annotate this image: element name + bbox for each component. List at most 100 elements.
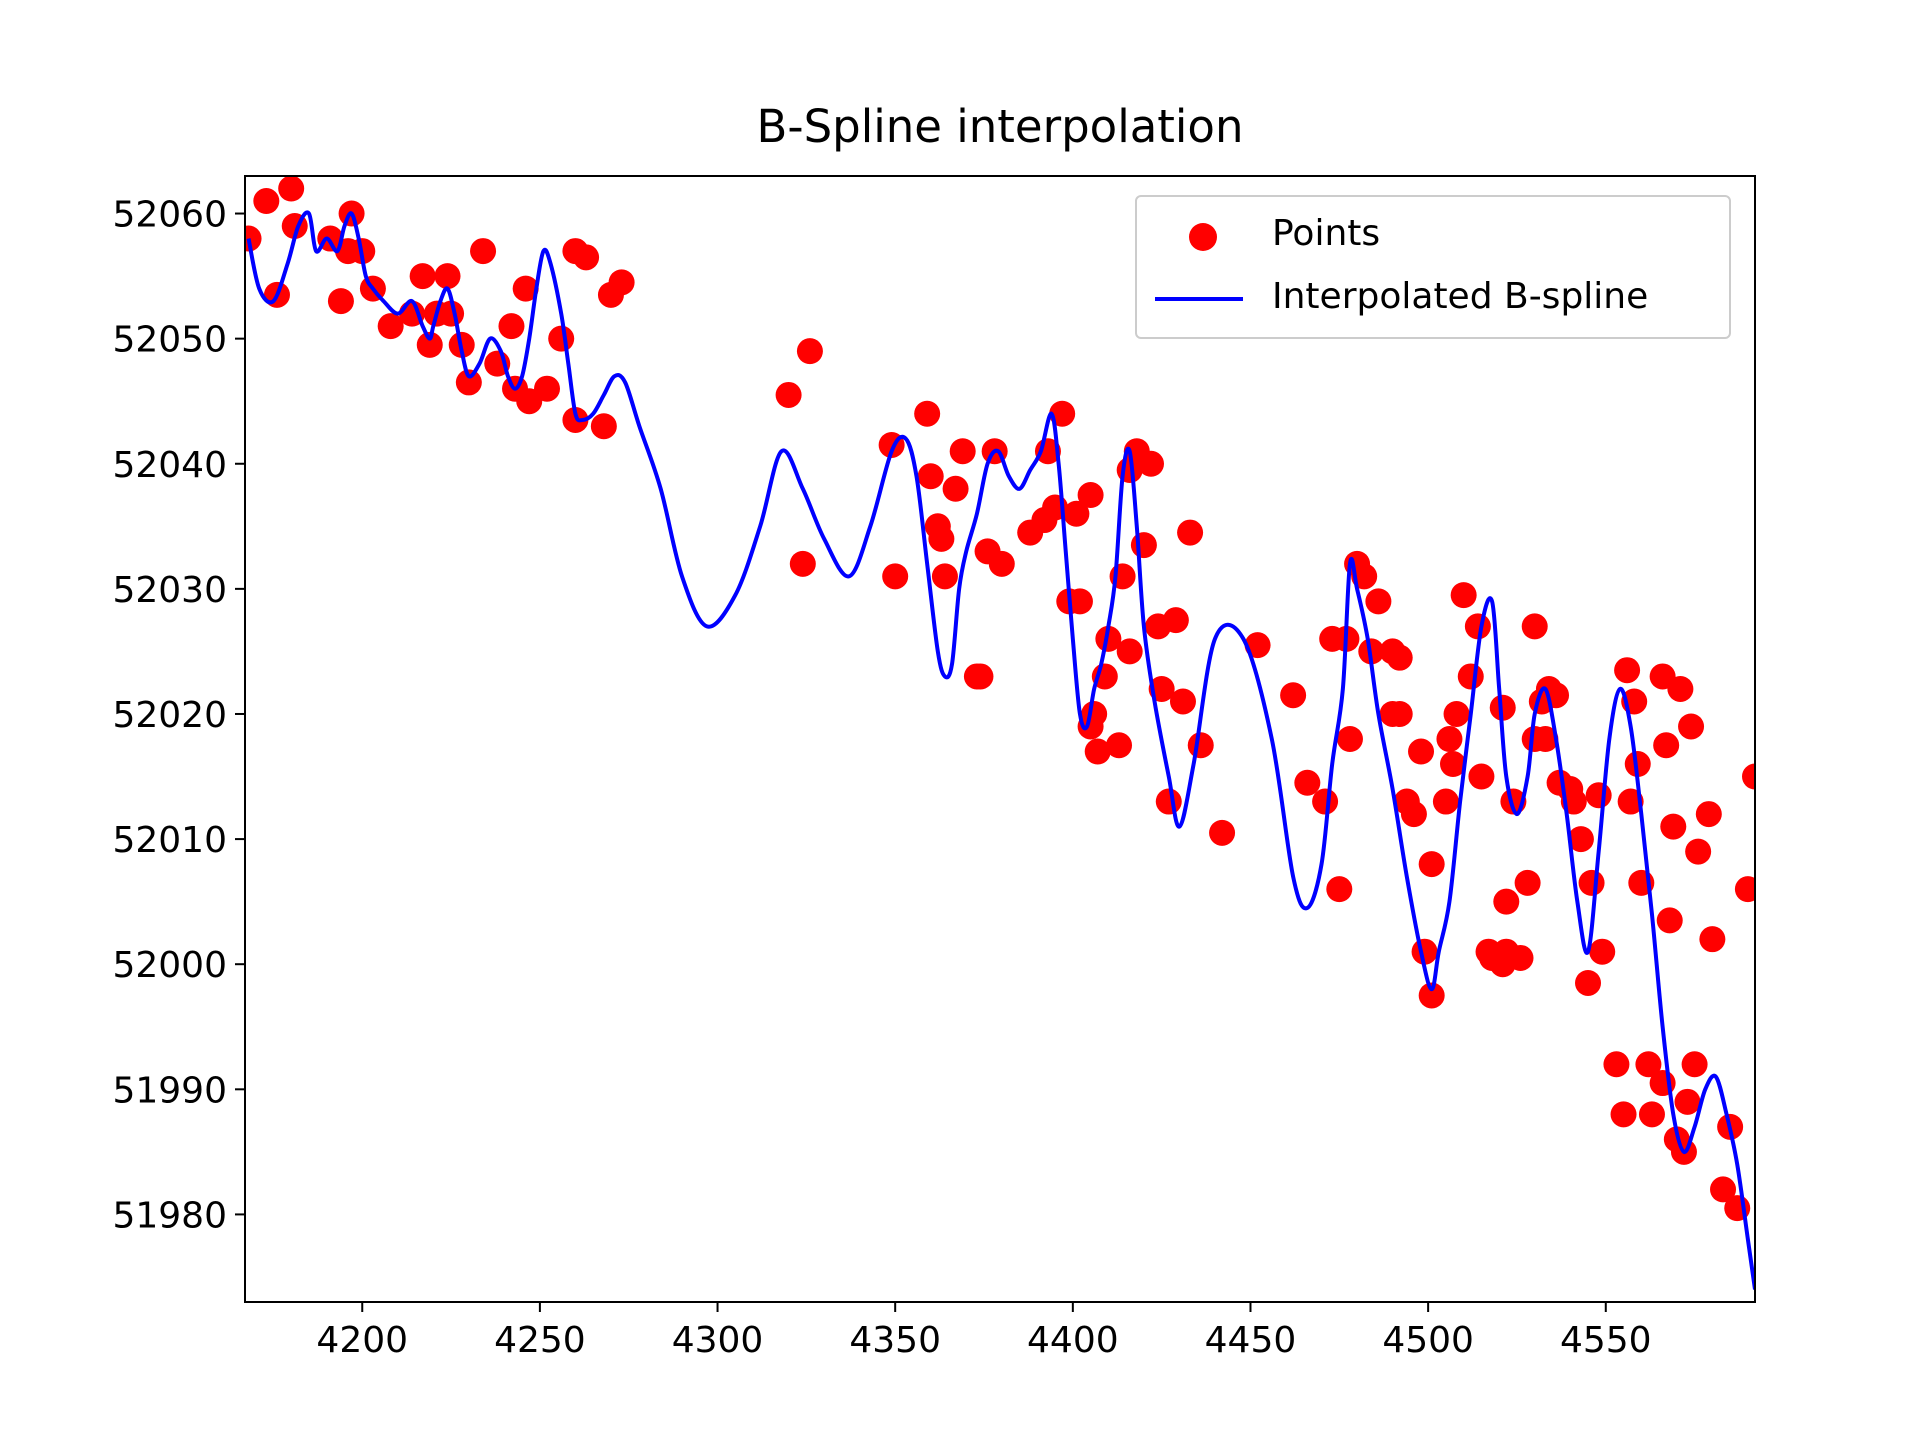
plot-marks: [245, 176, 1755, 1290]
x-tick-label: 4450: [1205, 1320, 1297, 1361]
data-point: [1436, 726, 1463, 752]
data-point: [1624, 751, 1651, 778]
data-point: [1653, 732, 1680, 759]
data-point: [1521, 613, 1548, 640]
data-point: [1678, 713, 1705, 740]
y-tick-label: 52060: [112, 195, 227, 236]
data-point: [914, 400, 941, 427]
data-point: [409, 263, 436, 290]
legend: Points Interpolated B-spline: [1135, 195, 1731, 339]
data-point: [1457, 663, 1484, 690]
axes: 4200 4250 4300 4350 4400 4450 4500 4550 51980 519…: [112, 175, 1756, 1361]
data-point: [1400, 801, 1427, 828]
data-point: [1734, 876, 1755, 903]
data-point: [1209, 819, 1236, 846]
data-point: [1507, 944, 1534, 971]
data-point: [917, 463, 944, 490]
x-tick-label: 4550: [1560, 1320, 1652, 1361]
data-point: [1685, 838, 1712, 865]
plot-area: [245, 176, 1755, 1290]
data-point: [1681, 1051, 1708, 1078]
spline-line: [246, 210, 1755, 1290]
y-tick-label: 52030: [112, 570, 227, 611]
data-point: [1578, 869, 1605, 896]
data-point: [1440, 751, 1466, 778]
data-point: [1326, 876, 1353, 903]
data-point: [1162, 607, 1189, 634]
data-point: [1187, 732, 1214, 759]
data-point: [455, 369, 482, 396]
data-point: [1066, 588, 1093, 615]
data-point: [928, 525, 955, 552]
data-point: [1614, 657, 1641, 684]
data-point: [1386, 700, 1413, 727]
legend-marker-points: [1189, 223, 1217, 251]
data-point: [1514, 869, 1541, 896]
data-point: [253, 188, 280, 215]
x-tick-label: 4250: [494, 1320, 586, 1361]
legend-item-spline: Interpolated B-spline: [1137, 272, 1729, 322]
data-point: [1155, 788, 1182, 815]
data-point: [1106, 732, 1133, 759]
data-point: [775, 381, 802, 408]
data-point: [278, 176, 305, 202]
data-point: [590, 413, 617, 440]
data-point: [548, 325, 575, 352]
data-point: [1450, 582, 1477, 609]
x-tick-label: 4400: [1027, 1320, 1119, 1361]
data-point: [942, 475, 969, 502]
data-point: [498, 313, 525, 340]
data-point: [1077, 482, 1104, 509]
data-point: [1635, 1051, 1662, 1078]
y-tick-label: 51990: [112, 1070, 227, 1111]
data-point: [512, 275, 539, 302]
x-tick-label: 4350: [849, 1320, 941, 1361]
data-point: [1063, 500, 1090, 527]
data-point: [1169, 688, 1196, 715]
data-point: [796, 338, 823, 365]
data-point: [377, 313, 404, 340]
data-point: [1177, 519, 1204, 546]
data-point: [416, 331, 443, 358]
data-point: [1312, 788, 1339, 815]
data-point: [1532, 726, 1559, 752]
y-tick-label: 52050: [112, 320, 227, 361]
legend-label-points: Points: [1272, 213, 1381, 254]
data-point: [1386, 644, 1413, 671]
data-point: [931, 563, 958, 590]
data-point: [1660, 813, 1687, 840]
data-point: [1656, 907, 1683, 934]
data-point: [1667, 675, 1694, 702]
y-tick-label: 52010: [112, 820, 227, 861]
data-point: [949, 438, 976, 465]
legend-label-spline: Interpolated B-spline: [1272, 276, 1649, 317]
data-point: [1585, 782, 1612, 809]
data-point: [1674, 1088, 1701, 1115]
data-point: [1443, 700, 1470, 727]
data-point: [534, 375, 560, 402]
data-point: [1710, 1176, 1737, 1203]
data-point: [1116, 638, 1143, 665]
y-tick-label: 51980: [112, 1195, 227, 1236]
y-tick-label: 52040: [112, 445, 227, 486]
data-point: [789, 550, 816, 577]
data-point: [1603, 1051, 1630, 1078]
x-tick-label: 4500: [1382, 1320, 1474, 1361]
x-tick-label: 4300: [672, 1320, 764, 1361]
data-point: [1130, 532, 1157, 559]
legend-item-points: Points: [1137, 209, 1729, 259]
chart-title: B-Spline interpolation: [756, 100, 1244, 153]
data-point: [470, 238, 497, 265]
data-point: [1280, 682, 1307, 709]
x-tick-label: 4200: [316, 1320, 408, 1361]
data-point: [967, 663, 994, 690]
data-point: [1742, 763, 1755, 790]
data-point: [1408, 738, 1435, 765]
y-tick-label: 52020: [112, 695, 227, 736]
data-point: [1699, 926, 1726, 953]
data-point: [1464, 613, 1491, 640]
data-point: [1493, 888, 1520, 915]
data-point: [1084, 738, 1111, 765]
